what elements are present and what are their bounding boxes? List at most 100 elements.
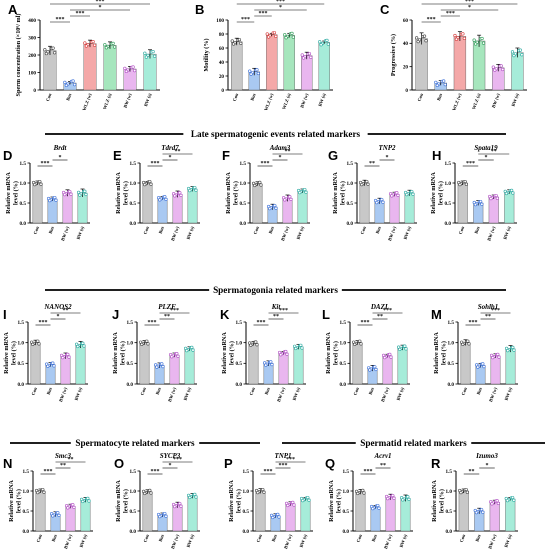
x-tick-label: Bus (271, 533, 278, 542)
x-tick-label: WLZ (w) (451, 92, 462, 111)
panel-letter: P (224, 456, 233, 471)
y-tick-label: 1.0 (347, 181, 354, 187)
data-point (230, 39, 234, 43)
data-point (249, 343, 253, 347)
data-point (356, 491, 360, 496)
y-axis-label: Relative mRNA level (%) (3, 332, 18, 374)
data-point (496, 501, 500, 506)
x-tick-label: BW (s) (74, 386, 84, 401)
data-point (146, 342, 150, 346)
x-tick-label: Bus (268, 225, 275, 234)
sig-label: *** (173, 457, 182, 463)
data-point (467, 342, 471, 346)
data-point (383, 356, 387, 360)
data-point (360, 183, 364, 187)
x-tick-label: Con (30, 386, 38, 396)
x-tick-label: Con (417, 92, 425, 102)
y-axis-label: Relative mRNA level (%) (225, 172, 240, 214)
x-tick-label: Bus (371, 533, 378, 542)
data-point (160, 362, 164, 366)
data-point (193, 492, 197, 496)
data-point (504, 191, 509, 196)
data-point (143, 183, 147, 187)
x-tick-label: BW (w) (387, 225, 397, 241)
data-point (482, 365, 486, 369)
data-point (375, 201, 379, 205)
sig-label: ** (469, 469, 475, 475)
sig-label: *** (276, 0, 285, 5)
bar (352, 342, 363, 385)
data-point (481, 510, 485, 514)
bar (252, 183, 263, 224)
data-point (84, 192, 88, 197)
data-point (42, 490, 46, 494)
y-tick-label: 1.0 (18, 340, 25, 346)
sig-label: ** (485, 314, 491, 320)
y-axis-label: Relative mRNA level (%) (430, 172, 445, 214)
y-tick-label: 1.0 (445, 181, 452, 187)
x-tick-label: BW (w) (170, 225, 180, 241)
data-point (410, 189, 414, 194)
sig-label: *** (170, 308, 179, 314)
data-point (87, 499, 91, 503)
y-tick-label: 0.5 (23, 509, 30, 515)
data-point (151, 50, 155, 54)
y-tick-label: 0.5 (343, 509, 350, 515)
y-axis-label: Relative mRNA level (%) (112, 332, 127, 374)
data-point (286, 503, 290, 508)
data-point (53, 51, 57, 55)
data-point (365, 179, 369, 184)
section-title: Spermatid related markers (360, 438, 467, 448)
data-point (497, 355, 501, 359)
data-point (255, 68, 259, 72)
data-point (403, 344, 407, 348)
x-tick-label: BW (s) (299, 533, 309, 548)
data-point (69, 192, 73, 196)
x-tick-label: BW (s) (296, 225, 306, 240)
bar (282, 197, 293, 224)
sig-label: ** (63, 308, 69, 314)
y-tick-label: 0.5 (130, 509, 137, 515)
data-point (326, 42, 330, 46)
data-point (466, 339, 470, 343)
data-point (190, 345, 194, 349)
panel-letter: R (431, 456, 441, 471)
data-point (520, 53, 524, 57)
y-tick-label: 1.5 (23, 469, 30, 475)
data-point (153, 54, 157, 58)
x-tick-label: WLZ (w) (81, 92, 92, 111)
y-tick-label: 1.0 (343, 489, 350, 495)
y-tick-label: 0.0 (130, 221, 137, 227)
x-tick-label: Bus (155, 386, 162, 395)
chart-title: TNP1 (274, 452, 291, 460)
bar (397, 347, 408, 385)
data-point (178, 191, 182, 195)
data-point (81, 341, 85, 345)
data-point (304, 190, 308, 194)
data-point (506, 349, 510, 353)
panel-letter: M (431, 307, 442, 322)
chart-title: Kit (271, 303, 282, 311)
y-tick-label: 1.5 (446, 469, 453, 475)
x-tick-label: BW (w) (123, 92, 133, 108)
data-point (381, 200, 385, 204)
data-point (303, 187, 307, 192)
data-point (163, 511, 167, 516)
data-point (73, 83, 77, 87)
y-tick-label: 20 (219, 74, 225, 80)
y-tick-label: 0 (221, 88, 224, 94)
x-tick-label: BW (w) (487, 533, 497, 549)
x-tick-label: BW (s) (186, 533, 196, 548)
y-axis-label-line1: Relative mRNA (115, 480, 122, 522)
y-tick-label: 0.0 (18, 382, 25, 388)
data-point (511, 495, 515, 500)
data-point (158, 198, 162, 202)
data-point (472, 38, 476, 42)
y-axis-label-line1: Relative mRNA (228, 480, 235, 522)
section-header-spermatogonia: Spermatogonia related markers (45, 285, 506, 295)
